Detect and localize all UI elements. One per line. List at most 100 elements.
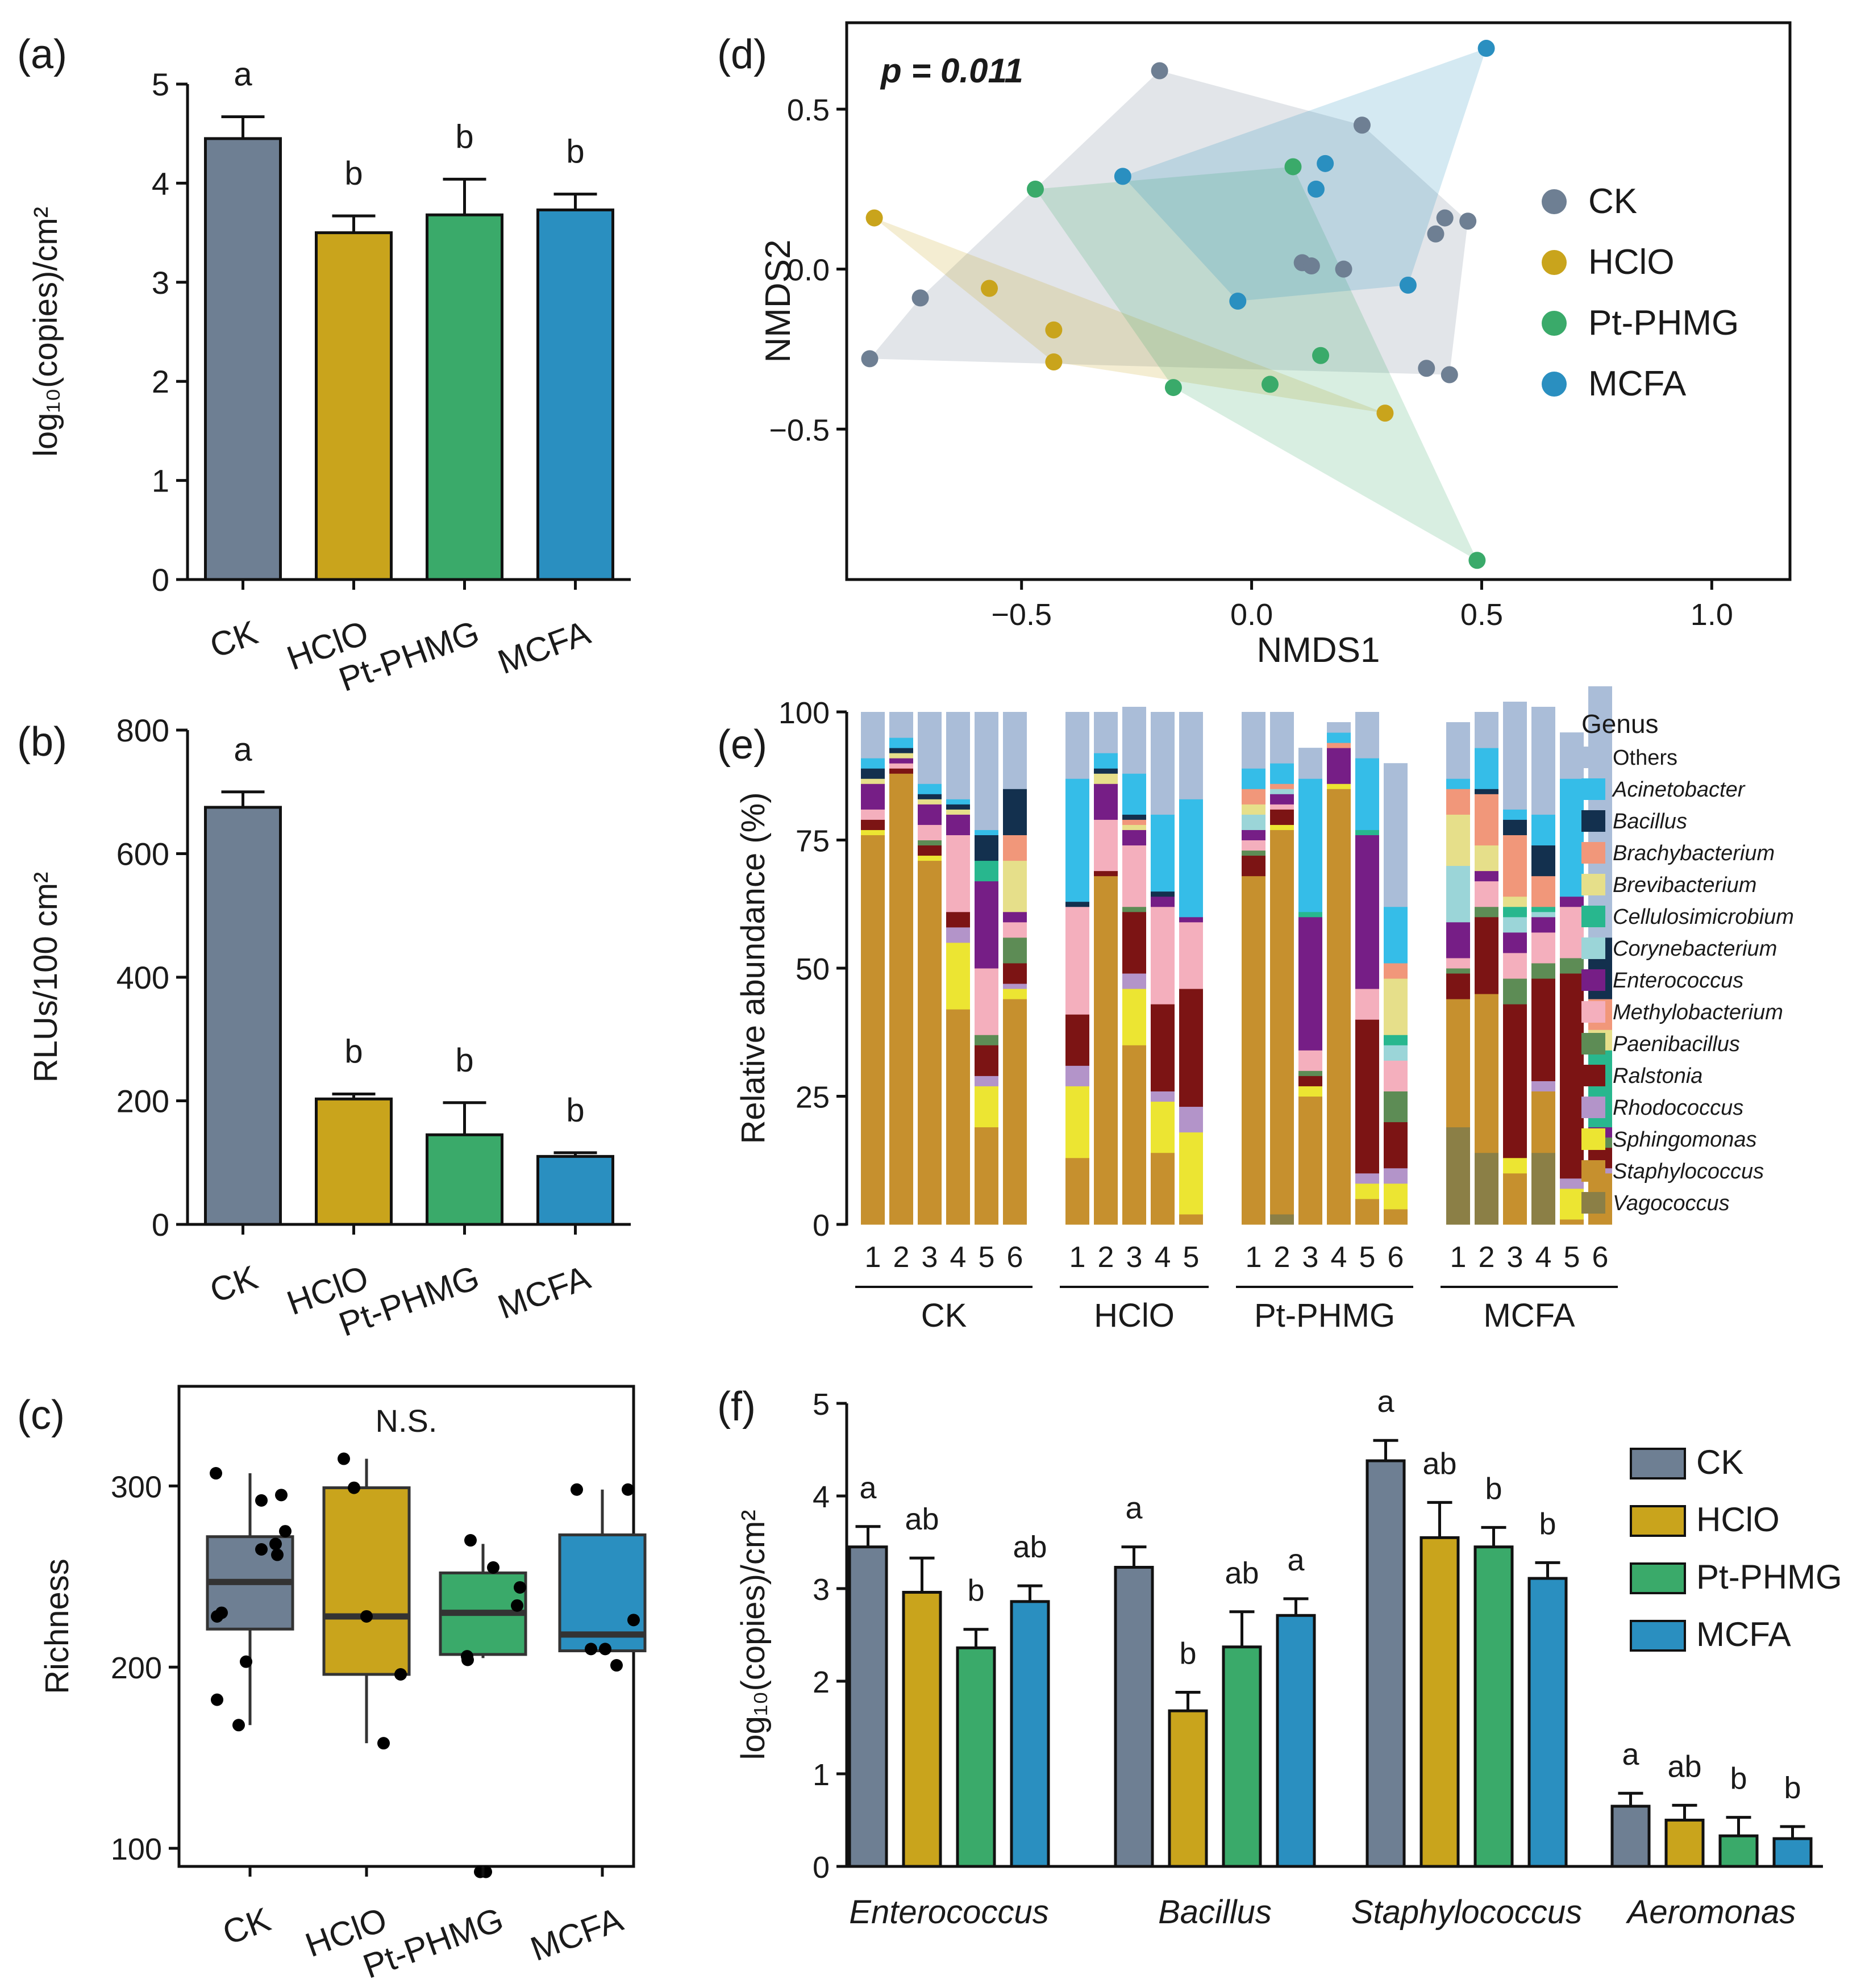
segment-sphingomonas bbox=[1355, 1183, 1379, 1199]
bar-mcfa bbox=[1772, 1837, 1813, 1868]
segment-methylobacterium bbox=[1270, 804, 1294, 810]
segment-corynebacterium bbox=[1503, 916, 1527, 933]
segment-corynebacterium bbox=[1446, 865, 1470, 923]
segment-ralstonia bbox=[1355, 1019, 1379, 1174]
data-point bbox=[610, 1659, 623, 1672]
segment-methylobacterium bbox=[975, 968, 998, 1035]
hull-ck bbox=[869, 70, 1468, 375]
legend-swatch-ck bbox=[1630, 1448, 1686, 1479]
legend-swatch bbox=[1581, 1001, 1605, 1023]
point-ck bbox=[1353, 116, 1371, 134]
box-hclo bbox=[322, 1486, 411, 1676]
segment-others bbox=[1179, 712, 1203, 799]
segment-ralstonia bbox=[1094, 870, 1118, 877]
legend-swatch bbox=[1581, 906, 1605, 927]
segment-staphylococcus bbox=[1531, 1091, 1555, 1153]
x-tick-label: MCFA bbox=[493, 1258, 595, 1326]
point-ck bbox=[1418, 360, 1435, 377]
sample-label: 6 bbox=[1007, 1241, 1023, 1274]
x-tick-label: Staphylococcus bbox=[1351, 1894, 1582, 1931]
segment-ralstonia bbox=[1560, 973, 1584, 1179]
bar-ck bbox=[204, 137, 282, 581]
legend-marker-ck bbox=[1542, 189, 1567, 214]
segment-bacillus bbox=[1531, 845, 1555, 877]
segment-acinetobacter bbox=[1122, 773, 1146, 815]
segment-staphylococcus bbox=[1503, 1173, 1527, 1225]
point-mcfa bbox=[1229, 293, 1247, 310]
point-ck bbox=[1151, 62, 1168, 80]
segment-vagococcus bbox=[1446, 1127, 1470, 1225]
segment-staphylococcus bbox=[975, 1127, 998, 1225]
plot-frame bbox=[845, 21, 1792, 581]
segment-rhodococcus bbox=[1355, 1173, 1379, 1184]
sample-label: 1 bbox=[865, 1241, 881, 1274]
y-tick-label: 5 bbox=[813, 1387, 830, 1422]
segment-brachybacterium bbox=[1475, 794, 1498, 846]
y-tick-label: 3 bbox=[813, 1573, 830, 1607]
segment-others bbox=[1355, 712, 1379, 758]
segment-paenibacillus bbox=[1242, 850, 1265, 856]
segment-staphylococcus bbox=[1094, 876, 1118, 1225]
y-tick-label: 2 bbox=[152, 364, 169, 399]
segment-methylobacterium bbox=[1065, 906, 1089, 1015]
sample-label: 2 bbox=[1274, 1241, 1290, 1274]
segment-acinetobacter bbox=[1384, 906, 1408, 964]
point-ck bbox=[1441, 366, 1458, 384]
x-tick-label: MCFA bbox=[526, 1900, 628, 1968]
y-tick-label: 2 bbox=[813, 1665, 830, 1699]
y-tick-label: 1 bbox=[813, 1758, 830, 1792]
segment-bacillus bbox=[1151, 891, 1175, 897]
significance-letter: b bbox=[1784, 1771, 1801, 1805]
segment-rhodococcus bbox=[1151, 1091, 1175, 1102]
sample-label: 5 bbox=[1183, 1241, 1200, 1274]
segment-sphingomonas bbox=[1179, 1132, 1203, 1215]
sample-label: 1 bbox=[1450, 1241, 1467, 1274]
segment-brachybacterium bbox=[1503, 835, 1527, 897]
segment-others bbox=[1065, 712, 1089, 779]
bar-ck bbox=[204, 806, 282, 1226]
segment-acinetobacter bbox=[1065, 778, 1089, 902]
segment-sphingomonas bbox=[975, 1086, 998, 1128]
segment-staphylococcus bbox=[1122, 1045, 1146, 1225]
y-axis-title: Relative abundance (%) bbox=[735, 792, 772, 1144]
significance-letter: a bbox=[1287, 1543, 1305, 1577]
x-tick-label: −0.5 bbox=[991, 598, 1052, 632]
segment-bacillus bbox=[918, 794, 942, 799]
segment-acinetobacter bbox=[1242, 768, 1265, 789]
segment-methylobacterium bbox=[861, 809, 885, 820]
segment-methylobacterium bbox=[889, 763, 913, 769]
segment-others bbox=[1151, 712, 1175, 815]
segment-bacillus bbox=[946, 804, 970, 810]
segment-enterococcus bbox=[1355, 835, 1379, 989]
point-hclo bbox=[1045, 353, 1063, 371]
segment-brevibacterium bbox=[861, 778, 885, 784]
segment-paenibacillus bbox=[1384, 1091, 1408, 1123]
panel-d: (d) −0.5 0.0 0.5 1.0 −0.5 0.0 0.5 NMDS1 NMDS2 p = … bbox=[717, 21, 1792, 670]
segment-bacillus bbox=[1122, 814, 1146, 820]
point-mcfa bbox=[1317, 155, 1334, 172]
segment-staphylococcus bbox=[918, 860, 942, 1225]
segment-brachybacterium bbox=[1242, 789, 1265, 805]
segment-rhodococcus bbox=[1384, 1168, 1408, 1184]
y-tick-label: 100 bbox=[779, 696, 830, 730]
legend-swatch bbox=[1581, 1097, 1605, 1118]
segment-acinetobacter bbox=[918, 783, 942, 794]
sample-label: 2 bbox=[1479, 1241, 1495, 1274]
segment-staphylococcus bbox=[1065, 1157, 1089, 1225]
segment-corynebacterium bbox=[1384, 1045, 1408, 1061]
sample-label: 5 bbox=[1564, 1241, 1580, 1274]
segment-brevibacterium bbox=[889, 753, 913, 758]
segment-sphingomonas bbox=[1122, 989, 1146, 1045]
y-tick-label: 0.5 bbox=[787, 93, 830, 127]
segment-methylobacterium bbox=[918, 824, 942, 840]
data-point bbox=[210, 1467, 222, 1480]
segment-others bbox=[1003, 712, 1027, 789]
segment-methylobacterium bbox=[1475, 881, 1498, 907]
legend-marker-mcfa bbox=[1542, 372, 1567, 397]
x-tick-label: CK bbox=[205, 1258, 263, 1310]
segment-paenibacillus bbox=[1298, 1070, 1322, 1076]
segment-corynebacterium bbox=[1270, 789, 1294, 794]
y-tick-label: 0 bbox=[152, 1207, 169, 1243]
legend-swatch bbox=[1581, 1065, 1605, 1086]
